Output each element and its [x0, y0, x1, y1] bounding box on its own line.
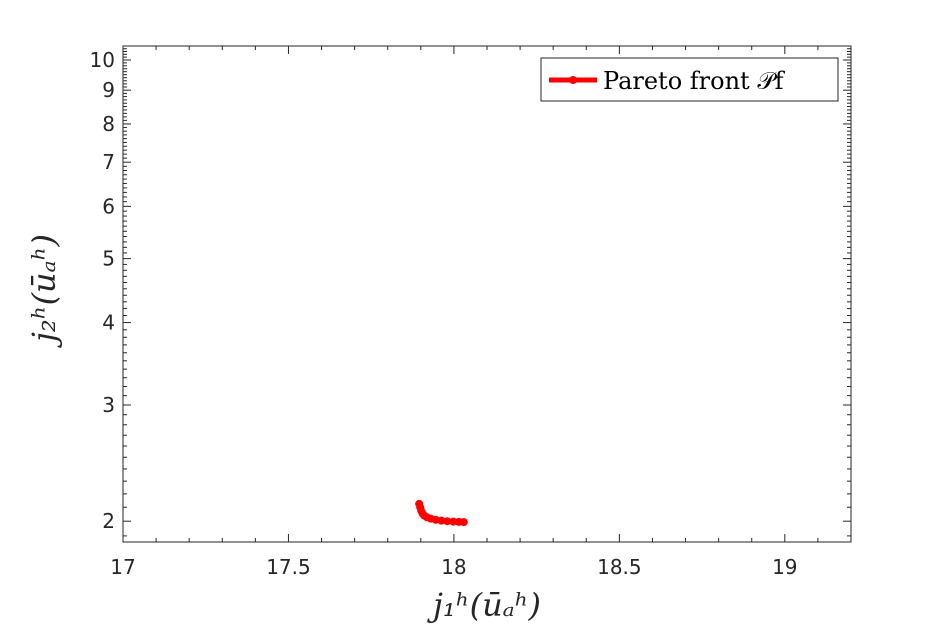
y-tick-label: 2	[102, 509, 115, 533]
y-tick-label: 5	[102, 247, 115, 271]
x-tick-label: 18	[441, 555, 466, 579]
legend-swatch-marker	[569, 76, 577, 84]
x-tick-label: 19	[772, 555, 797, 579]
y-tick-labels: 2 3 4 5 6 7 8 9 10	[90, 48, 115, 533]
legend: Pareto front 𝒫f	[540, 57, 839, 102]
legend-entry-label: Pareto front 𝒫f	[603, 67, 786, 95]
y-tick-label: 6	[102, 194, 115, 218]
x-tick-label: 17.5	[266, 555, 311, 579]
y-tick-label: 3	[102, 393, 115, 417]
x-tick-labels: 17 17.5 18 18.5 19	[110, 555, 797, 579]
pareto-point	[459, 518, 468, 527]
y-tick-label: 9	[102, 78, 115, 102]
pareto-point	[449, 517, 458, 526]
x-axis-label: j₁ʰ(ūₐʰ)	[427, 586, 541, 624]
x-tick-label: 17	[110, 555, 135, 579]
ticks-layer	[122, 46, 852, 542]
y-tick-label: 7	[102, 150, 115, 174]
y-tick-label: 4	[102, 311, 115, 335]
y-tick-label: 10	[90, 48, 115, 72]
y-axis-label: j₂ʰ(ūₐʰ)	[25, 234, 63, 348]
pareto-point	[443, 517, 452, 526]
series-layer	[415, 499, 468, 527]
plot-frame	[122, 45, 852, 543]
x-tick-label: 18.5	[597, 555, 642, 579]
pareto-point	[437, 516, 446, 525]
y-tick-label: 8	[102, 112, 115, 136]
